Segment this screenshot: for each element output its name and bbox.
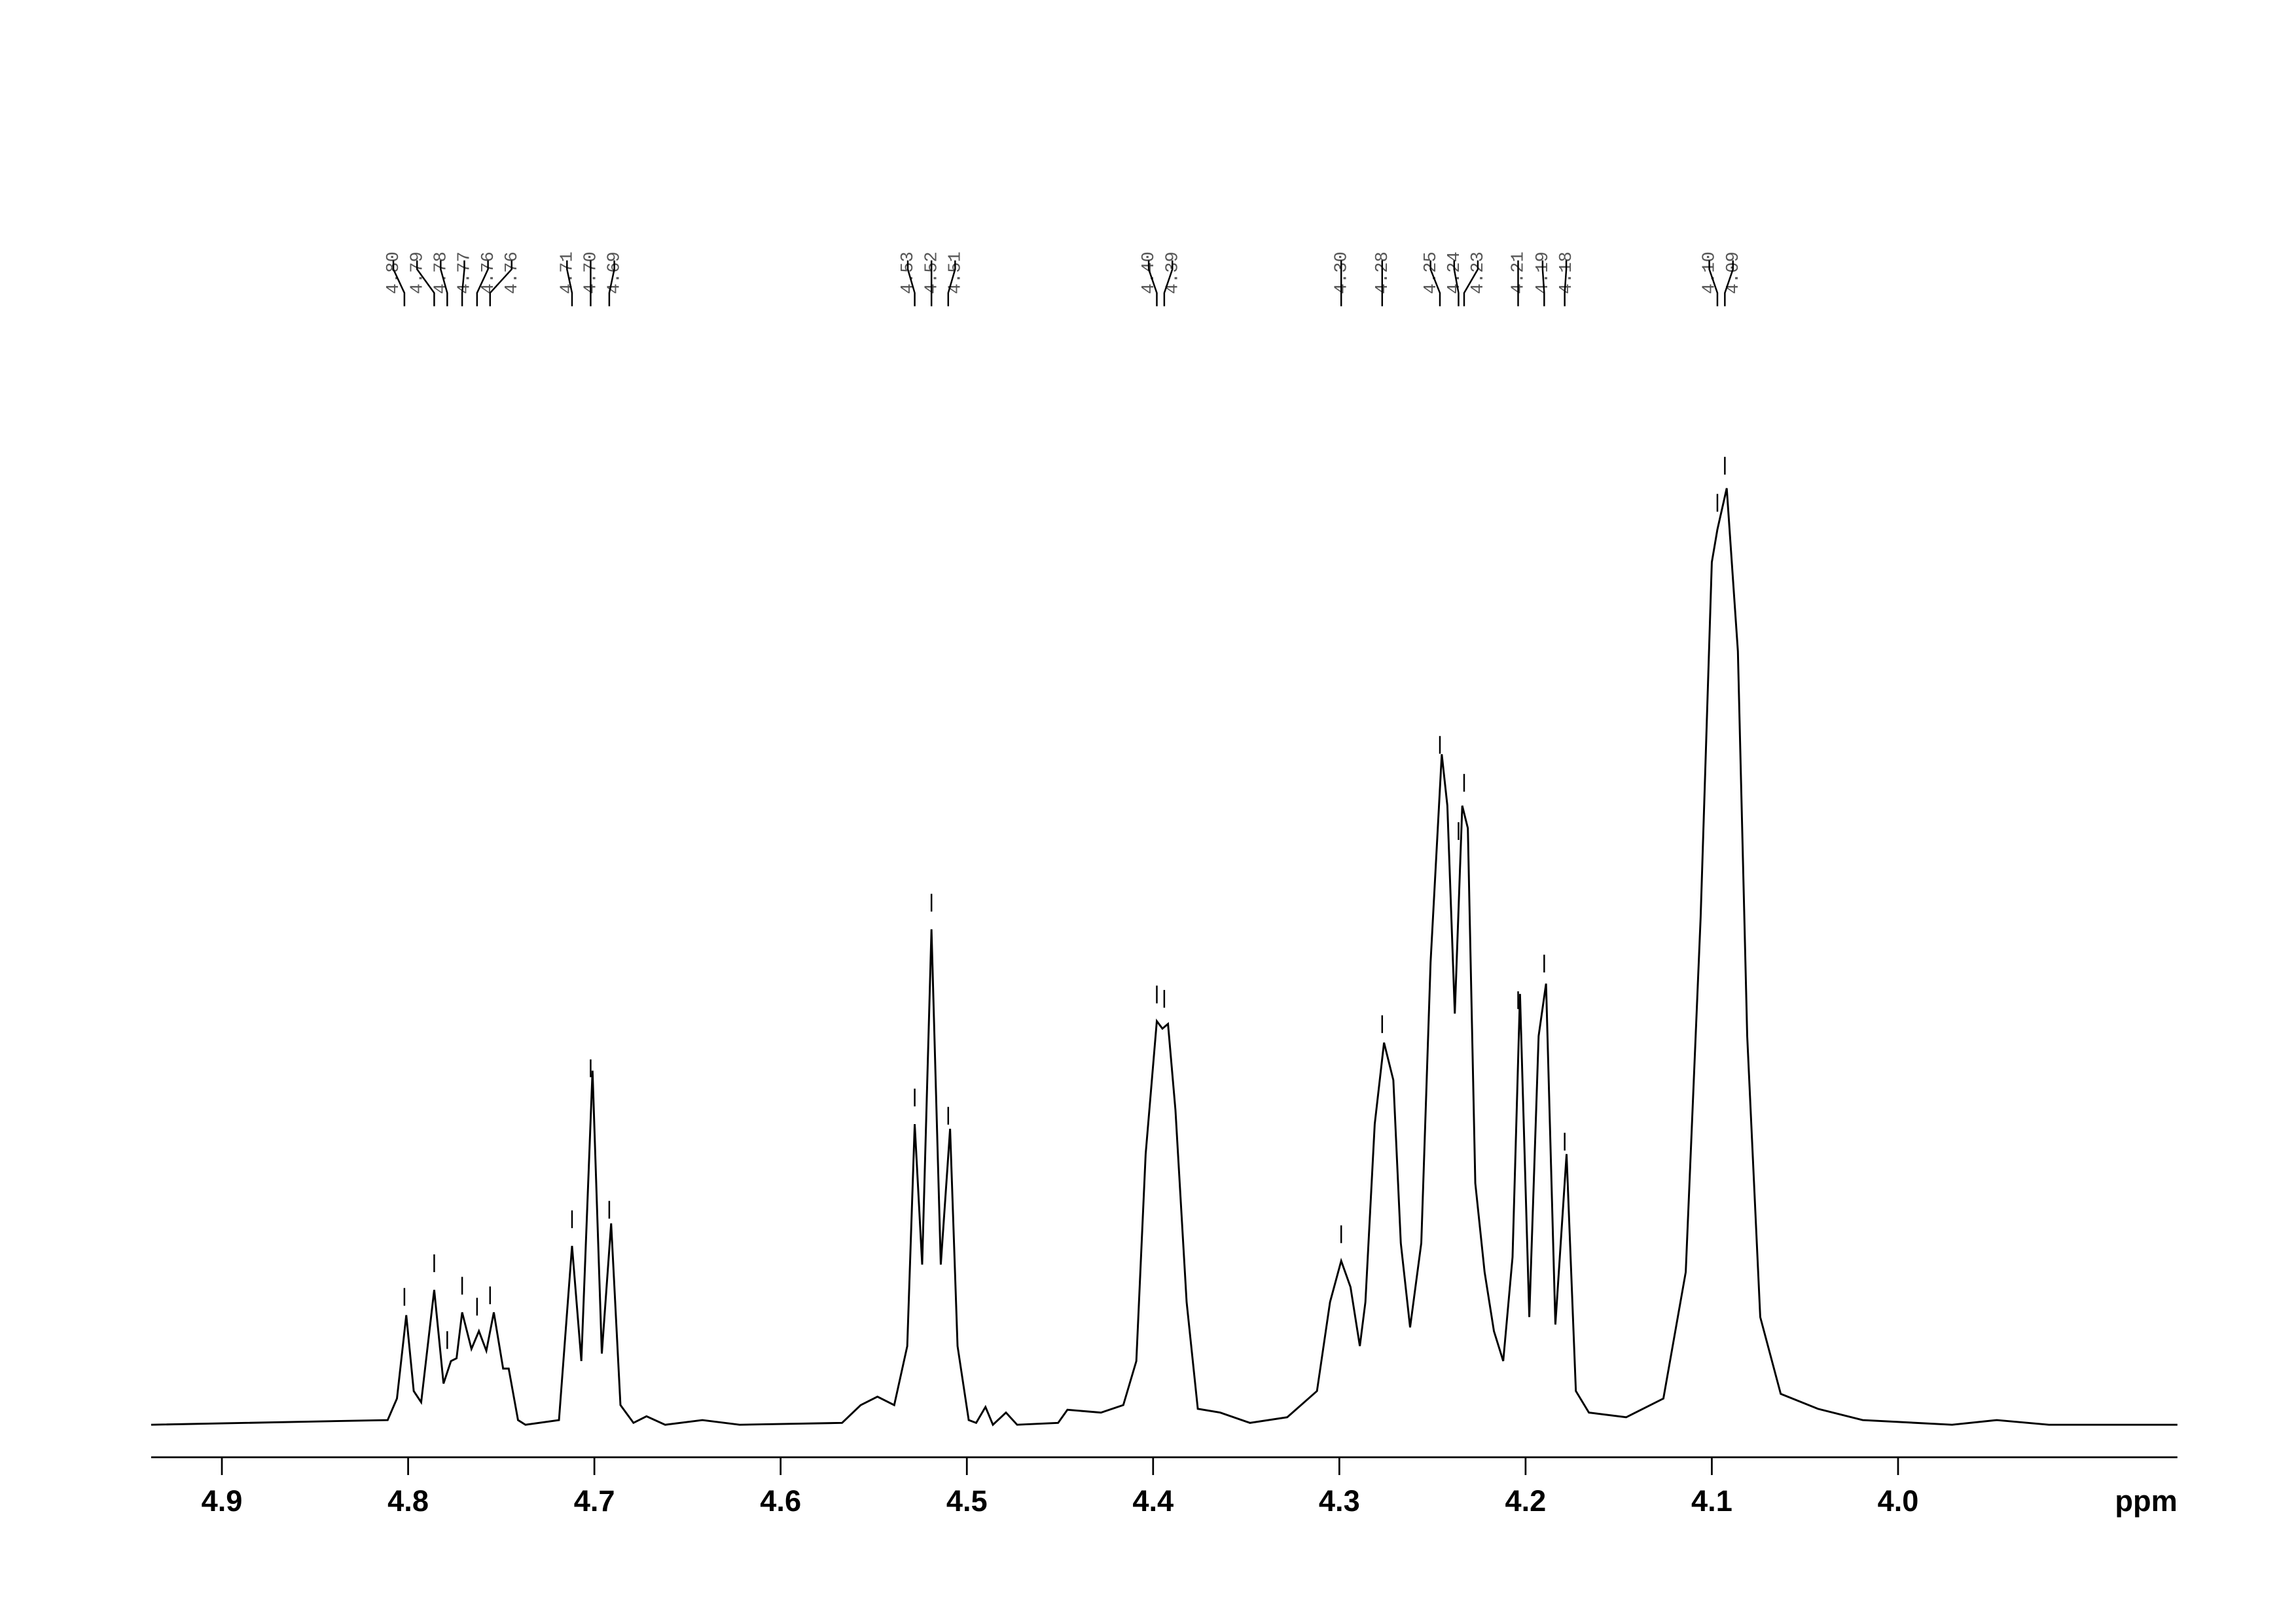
peak-connector xyxy=(461,260,465,306)
x-tick-label: 4.5 xyxy=(946,1484,988,1518)
peak-connector xyxy=(416,260,435,306)
peak-connector xyxy=(1463,260,1479,306)
peak-connector xyxy=(608,260,615,306)
x-tick-label: 4.9 xyxy=(202,1484,243,1518)
peak-connector xyxy=(1453,260,1460,306)
x-tick-label: 4.8 xyxy=(387,1484,429,1518)
peak-label: 4.51 xyxy=(945,251,965,294)
x-tick-label: 4.3 xyxy=(1319,1484,1360,1518)
peak-connector xyxy=(1708,260,1719,306)
x-axis-label: ppm xyxy=(2115,1484,2177,1518)
peak-connector xyxy=(1564,260,1568,306)
peak-label: 4.23 xyxy=(1468,251,1488,294)
peak-label: 4.76 xyxy=(502,251,522,294)
x-tick-label: 4.1 xyxy=(1691,1484,1732,1518)
peak-connector xyxy=(392,260,406,306)
peak-connector xyxy=(1541,260,1545,306)
peak-connector xyxy=(906,260,916,306)
x-tick-label: 4.6 xyxy=(760,1484,801,1518)
peak-connector xyxy=(1429,260,1441,306)
peak-connector xyxy=(1724,260,1734,306)
peak-connector xyxy=(947,260,956,306)
peak-connector xyxy=(566,260,573,306)
peak-connector xyxy=(476,260,489,306)
x-tick-label: 4.4 xyxy=(1132,1484,1174,1518)
peak-connector xyxy=(1147,260,1158,306)
peak-connector xyxy=(440,260,448,306)
x-tick-label: 4.2 xyxy=(1505,1484,1546,1518)
peak-connector xyxy=(1163,260,1174,306)
peak-connector xyxy=(489,260,512,306)
peak-label: 4.80 xyxy=(384,251,404,294)
spectrum-line xyxy=(151,488,2178,1427)
x-tick-label: 4.0 xyxy=(1878,1484,1919,1518)
peak-label: 4.69 xyxy=(605,251,625,294)
x-tick-label: 4.7 xyxy=(574,1484,615,1518)
peak-label: 4.79 xyxy=(407,251,427,294)
